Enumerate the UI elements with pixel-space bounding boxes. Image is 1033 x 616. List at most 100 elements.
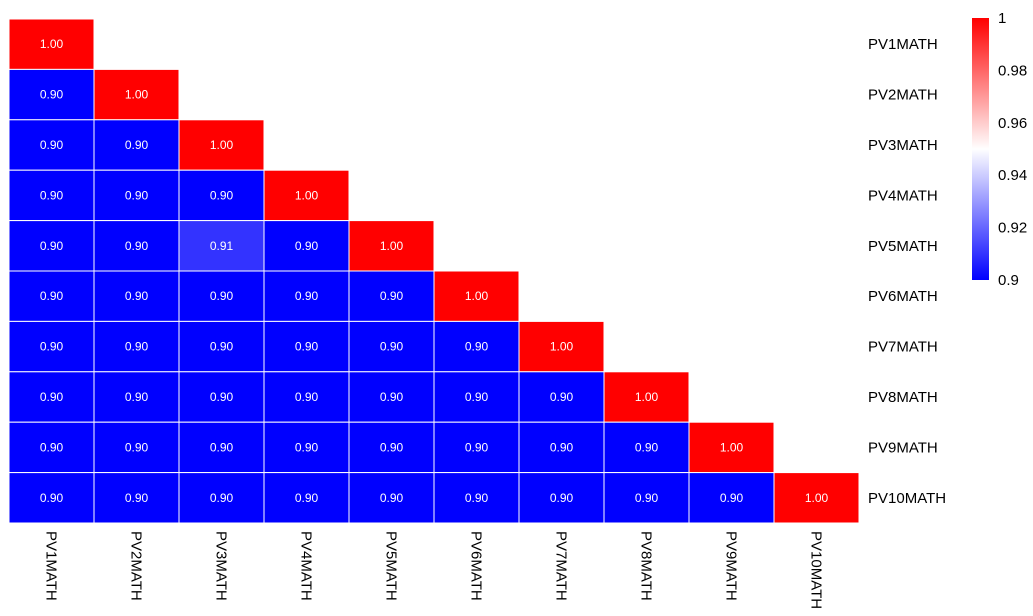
heatmap-cell-4-4	[263, 169, 350, 222]
cell-value-label-8-6: 0.90	[465, 390, 489, 404]
heatmap-cell-4-2	[93, 169, 180, 222]
cell-value-label-9-9: 1.00	[720, 440, 744, 454]
heatmap-cell-6-4	[263, 270, 350, 322]
cell-value-label-10-5: 0.90	[380, 491, 404, 505]
cell-value-label-10-3: 0.90	[210, 491, 234, 505]
heatmap-cell-9-2	[93, 421, 180, 474]
heatmap-cells	[8, 18, 860, 524]
column-label-pv5math: PV5MATH	[383, 531, 400, 601]
row-labels: PV1MATH PV2MATH PV3MATH PV4MATH PV5MATH PV6MA…	[868, 36, 946, 507]
heatmap-cell-9-9	[688, 421, 775, 474]
column-label-pv7math: PV7MATH	[553, 531, 570, 601]
cell-value-label-3-1: 0.90	[40, 138, 64, 152]
heatmap-cell-7-6	[433, 320, 520, 373]
row-label-pv2math: PV2MATH	[868, 87, 938, 104]
heatmap-cell-10-5	[348, 472, 435, 524]
cell-value-label-6-1: 0.90	[40, 289, 64, 303]
row-label-pv5math: PV5MATH	[868, 238, 938, 255]
row-label-pv6math: PV6MATH	[868, 288, 938, 305]
cell-value-label-10-6: 0.90	[465, 491, 489, 505]
heatmap-cell-5-2	[93, 220, 180, 272]
color-legend: 1 0.98 0.96 0.94 0.92 0.9	[972, 10, 1027, 289]
cell-value-label-7-3: 0.90	[210, 340, 234, 354]
cell-value-label-6-2: 0.90	[125, 289, 149, 303]
row-label-pv8math: PV8MATH	[868, 389, 938, 406]
cell-value-label-5-1: 0.90	[40, 239, 64, 253]
cell-value-label-9-6: 0.90	[465, 440, 489, 454]
cell-value-label-9-2: 0.90	[125, 440, 149, 454]
heatmap-cell-10-9	[688, 472, 775, 524]
cell-value-label-4-4: 1.00	[295, 188, 319, 202]
cell-value-label-6-5: 0.90	[380, 289, 404, 303]
heatmap-cell-8-3	[178, 371, 265, 423]
heatmap-cell-2-2	[93, 68, 180, 121]
heatmap-cell-9-6	[433, 421, 520, 474]
cell-value-label-7-1: 0.90	[40, 340, 64, 354]
cell-value-label-10-10: 1.00	[805, 491, 829, 505]
row-label-pv9math: PV9MATH	[868, 439, 938, 456]
heatmap-cell-6-1	[8, 270, 95, 322]
heatmap-cell-3-3	[178, 119, 265, 171]
cell-value-label-5-5: 1.00	[380, 239, 404, 253]
cell-value-label-9-5: 0.90	[380, 440, 404, 454]
heatmap-cell-8-1	[8, 371, 95, 423]
cell-value-label-4-2: 0.90	[125, 188, 149, 202]
cell-value-label-8-5: 0.90	[380, 390, 404, 404]
cell-value-label-10-4: 0.90	[295, 491, 319, 505]
cell-value-label-7-5: 0.90	[380, 340, 404, 354]
column-label-pv2math: PV2MATH	[128, 531, 145, 601]
cell-value-label-9-3: 0.90	[210, 440, 234, 454]
heatmap-cell-1-1	[8, 18, 95, 70]
heatmap-cell-6-5	[348, 270, 435, 322]
cell-value-label-8-3: 0.90	[210, 390, 234, 404]
cell-value-label-9-7: 0.90	[550, 440, 574, 454]
cell-value-label-9-1: 0.90	[40, 440, 64, 454]
cell-value-label-7-2: 0.90	[125, 340, 149, 354]
heatmap-cell-7-4	[263, 320, 350, 373]
cell-value-label-7-7: 1.00	[550, 340, 574, 354]
cell-value-label-10-1: 0.90	[40, 491, 64, 505]
cell-value-label-10-2: 0.90	[125, 491, 149, 505]
heatmap-cell-9-4	[263, 421, 350, 474]
cell-value-label-7-6: 0.90	[465, 340, 489, 354]
heatmap-cell-labels: 1.00 0.90 1.00 0.90 0.90 1.00 0.90 0.90 0.90 1.00…	[40, 37, 829, 505]
column-label-pv8math: PV8MATH	[638, 531, 655, 601]
column-label-pv3math: PV3MATH	[213, 531, 230, 601]
heatmap-cell-8-8	[603, 371, 690, 423]
column-label-pv9math: PV9MATH	[723, 531, 740, 601]
cell-value-label-5-3: 0.91	[210, 239, 234, 253]
heatmap-cell-3-1	[8, 119, 95, 171]
column-labels: PV1MATH PV2MATH PV3MATH PV4MATH PV5MATH PV6MA…	[43, 531, 825, 609]
cell-value-label-9-4: 0.90	[295, 440, 319, 454]
legend-tick-label-2: 0.98	[998, 62, 1027, 79]
heatmap-cell-10-8	[603, 472, 690, 524]
heatmap-cell-6-2	[93, 270, 180, 322]
column-label-pv10math: PV10MATH	[808, 531, 825, 609]
column-label-pv6math: PV6MATH	[468, 531, 485, 601]
cell-value-label-7-4: 0.90	[295, 340, 319, 354]
heatmap-cell-10-3	[178, 472, 265, 524]
cell-value-label-8-8: 1.00	[635, 390, 659, 404]
row-label-pv3math: PV3MATH	[868, 137, 938, 154]
cell-value-label-2-2: 1.00	[125, 88, 149, 102]
heatmap-cell-2-1	[8, 68, 95, 121]
cell-value-label-10-7: 0.90	[550, 491, 574, 505]
cell-value-label-10-9: 0.90	[720, 491, 744, 505]
cell-value-label-4-1: 0.90	[40, 188, 64, 202]
cell-value-label-3-3: 1.00	[210, 138, 234, 152]
row-label-pv4math: PV4MATH	[868, 187, 938, 204]
cell-value-label-6-6: 1.00	[465, 289, 489, 303]
heatmap-cell-9-7	[518, 421, 605, 474]
heatmap-cell-7-2	[93, 320, 180, 373]
legend-tick-label-6: 0.9	[998, 272, 1019, 289]
cell-value-label-2-1: 0.90	[40, 88, 64, 102]
legend-color-bar	[972, 18, 989, 280]
heatmap-cell-10-2	[93, 472, 180, 524]
row-label-pv7math: PV7MATH	[868, 339, 938, 356]
row-label-pv1math: PV1MATH	[868, 36, 938, 53]
heatmap-cell-6-3	[178, 270, 265, 322]
cell-value-label-3-2: 0.90	[125, 138, 149, 152]
heatmap-cell-10-10	[773, 472, 860, 524]
cell-value-label-6-3: 0.90	[210, 289, 234, 303]
column-label-pv1math: PV1MATH	[43, 531, 60, 601]
